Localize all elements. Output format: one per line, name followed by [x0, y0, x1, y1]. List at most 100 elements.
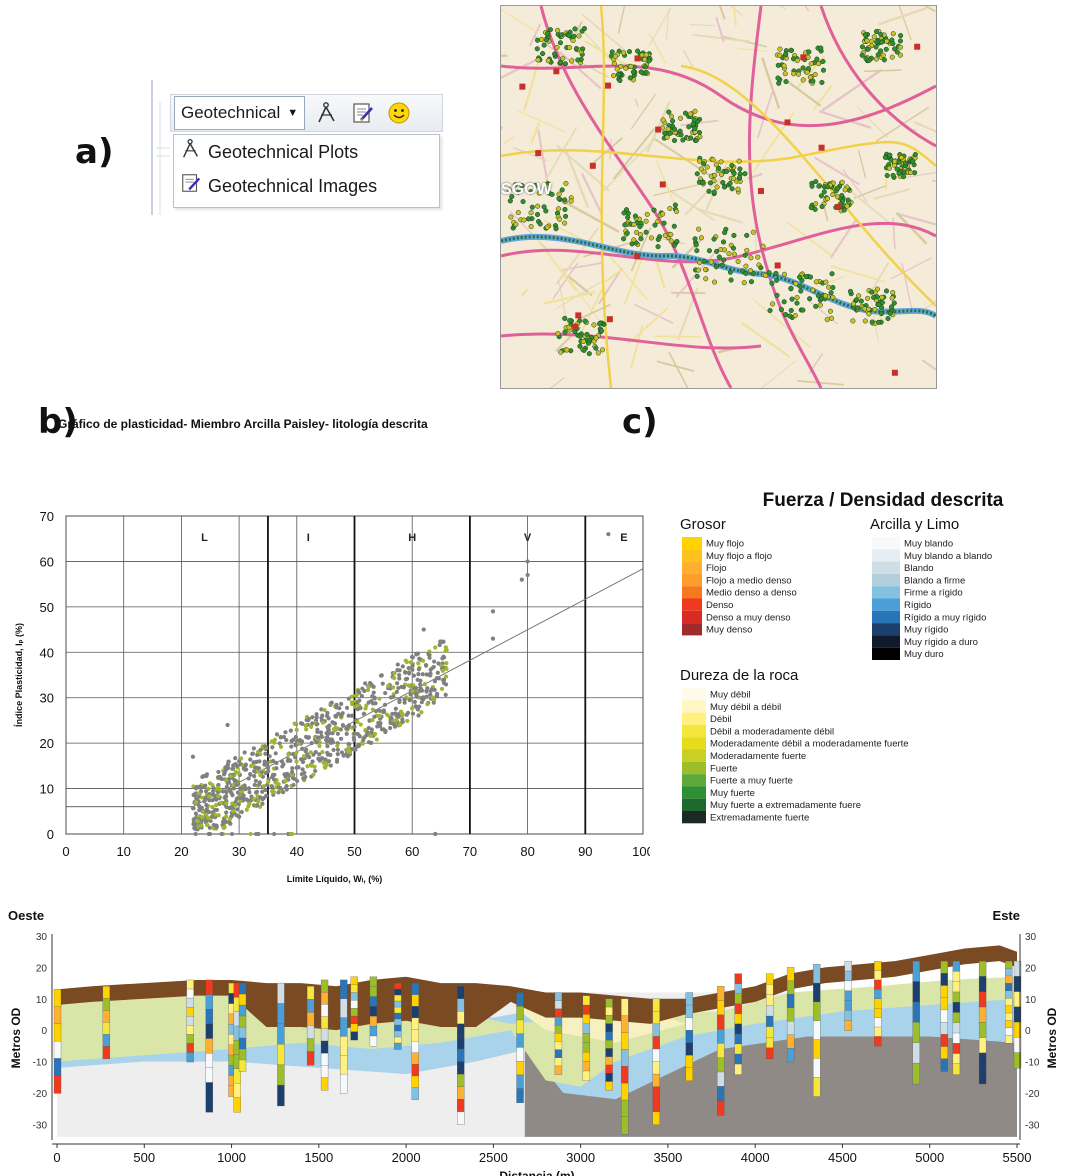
borehole-segment	[765, 994, 774, 1007]
x-tick-label: 30	[232, 844, 246, 859]
data-point	[231, 763, 236, 768]
legend-swatch	[682, 774, 706, 787]
map-borehole-marker	[868, 38, 874, 44]
data-point	[383, 690, 388, 696]
legend-item-label: Fuerte a muy fuerte	[710, 776, 793, 787]
data-point	[525, 572, 530, 578]
borehole-segment	[340, 979, 348, 1000]
map-street	[534, 235, 577, 292]
geotechnical-menu: Geotechnical Plots Geotechnical Images	[173, 134, 440, 208]
data-point	[409, 654, 415, 660]
legend-swatch	[682, 737, 706, 750]
legend-swatch	[872, 573, 900, 587]
borehole-segment	[621, 1082, 629, 1101]
map-borehole-marker	[885, 316, 891, 322]
borehole-segment	[516, 992, 524, 1007]
map-borehole-marker	[623, 65, 629, 71]
map-borehole-marker	[815, 61, 822, 67]
map-red-marker	[572, 323, 579, 330]
data-point	[236, 802, 241, 807]
legend-swatch	[682, 749, 706, 762]
smiley-icon[interactable]	[385, 99, 413, 127]
borehole-segment	[320, 1040, 329, 1054]
borehole-segment	[652, 1086, 660, 1100]
borehole-segment	[516, 1006, 524, 1021]
y-tick-label-right: 0	[1025, 1026, 1031, 1037]
data-point	[409, 706, 415, 711]
map-red-marker	[519, 83, 526, 90]
data-point	[214, 797, 219, 802]
data-point	[204, 822, 209, 827]
data-point	[443, 648, 448, 654]
menu-item-label: Geotechnical Plots	[208, 141, 359, 162]
borehole-segment	[320, 1004, 329, 1018]
data-point	[313, 768, 318, 774]
data-point	[264, 793, 269, 798]
data-point	[310, 759, 315, 764]
data-point	[281, 762, 286, 767]
borehole-segment	[457, 986, 465, 1000]
map-borehole-marker	[528, 189, 534, 195]
map-street	[812, 85, 833, 111]
borehole-segment	[844, 1010, 852, 1021]
map-borehole-marker	[871, 34, 877, 40]
data-point	[417, 704, 422, 709]
data-point	[263, 751, 268, 756]
geotechnical-dropdown[interactable]: Geotechnical ▼	[174, 96, 306, 130]
data-point	[418, 682, 423, 687]
compass-icon[interactable]	[313, 99, 341, 127]
map-borehole-marker	[672, 242, 678, 248]
data-point	[403, 670, 408, 675]
map-borehole-marker	[794, 300, 800, 306]
data-point	[381, 727, 386, 732]
data-point	[368, 680, 373, 686]
map-borehole-marker	[553, 226, 559, 232]
legend-item-label: Rígido a muy rígido	[904, 612, 986, 623]
map-borehole-marker	[729, 162, 735, 168]
data-point	[270, 784, 275, 789]
map-borehole-marker	[536, 190, 542, 196]
data-point	[438, 639, 443, 644]
menu-item-geotechnical-plots[interactable]: Geotechnical Plots	[174, 135, 439, 169]
legend-swatch	[682, 798, 706, 811]
x-axis-label: Distancia (m)	[499, 1169, 574, 1176]
data-point	[353, 703, 359, 709]
borehole-segment	[874, 1026, 882, 1038]
data-point	[418, 678, 423, 683]
map-borehole-marker	[783, 79, 789, 85]
map-borehole-marker	[859, 44, 865, 50]
borehole-segment	[350, 992, 358, 1001]
borehole-segment	[844, 980, 852, 992]
menu-item-geotechnical-images[interactable]: Geotechnical Images	[174, 169, 439, 203]
map-borehole-marker	[696, 226, 702, 232]
map-street	[667, 188, 715, 221]
data-point	[398, 709, 404, 714]
borehole-segment	[1005, 983, 1013, 992]
map-borehole-marker	[562, 206, 568, 213]
legend-swatch	[682, 688, 706, 701]
data-point	[191, 806, 196, 811]
legend-item-label: Débil a moderadamente débil	[710, 726, 834, 737]
y-tick-label-right: -20	[1025, 1089, 1040, 1100]
map-red-marker	[800, 54, 807, 61]
borehole-segment	[734, 1043, 742, 1055]
map-street	[518, 110, 566, 133]
data-point	[207, 832, 212, 836]
borehole-map[interactable]: SGOW	[500, 5, 937, 389]
data-point	[330, 731, 335, 736]
data-point	[389, 715, 394, 721]
map-borehole-marker	[798, 288, 804, 294]
plasticity-caption: Gráfico de plasticidad- Miembro Arcilla …	[58, 417, 428, 431]
data-point	[405, 718, 410, 723]
borehole-segment	[940, 997, 948, 1011]
data-point	[408, 692, 413, 697]
notepad-pen-icon[interactable]	[349, 99, 377, 127]
map-borehole-marker	[880, 52, 886, 58]
map-borehole-marker	[615, 72, 621, 78]
map-street	[556, 144, 610, 192]
map-borehole-marker	[889, 54, 895, 60]
data-point	[295, 778, 300, 784]
borehole-segment	[457, 1111, 465, 1125]
legend-swatch	[682, 761, 706, 775]
borehole-segment	[394, 1042, 402, 1050]
